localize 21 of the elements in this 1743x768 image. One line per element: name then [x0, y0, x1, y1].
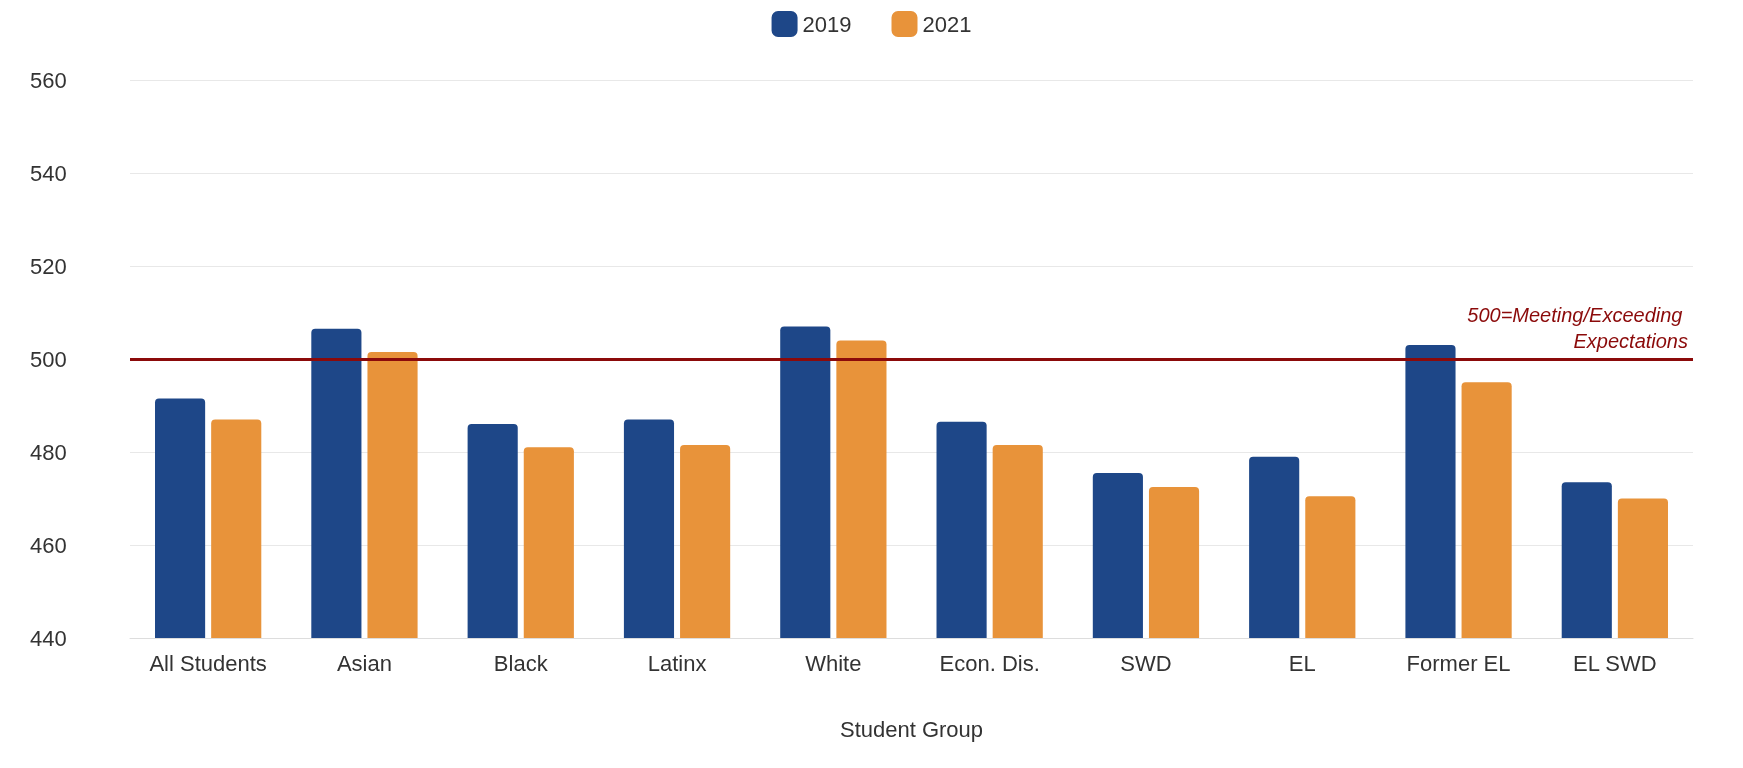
legend-label: 2021 [922, 11, 972, 37]
x-tick-label: White [805, 650, 862, 676]
y-tick-label: 480 [30, 439, 67, 465]
y-tick-label: 500 [30, 346, 67, 372]
x-tick-label: SWD [1120, 650, 1172, 676]
x-tick-label: All Students [149, 650, 267, 676]
y-tick-label: 440 [30, 625, 67, 651]
x-tick-label: Former EL [1406, 650, 1511, 676]
ref-line-label: 500=Meeting/Exceeding Expectations [1467, 304, 1688, 352]
x-tick-label: Latinx [647, 650, 707, 676]
y-tick-label: 520 [30, 253, 67, 279]
y-tick-label: 560 [30, 67, 67, 93]
x-tick-label: Black [493, 650, 549, 676]
x-tick-label: EL SWD [1573, 650, 1657, 676]
y-tick-label: 540 [30, 160, 67, 186]
x-tick-label: Econ. Dis. [939, 650, 1040, 676]
y-tick-label: 460 [30, 532, 67, 558]
x-tick-label: Asian [336, 650, 392, 676]
legend-label: 2019 [802, 11, 852, 37]
x-axis-title: Student Group [839, 716, 984, 742]
x-tick-label: EL [1288, 650, 1316, 676]
